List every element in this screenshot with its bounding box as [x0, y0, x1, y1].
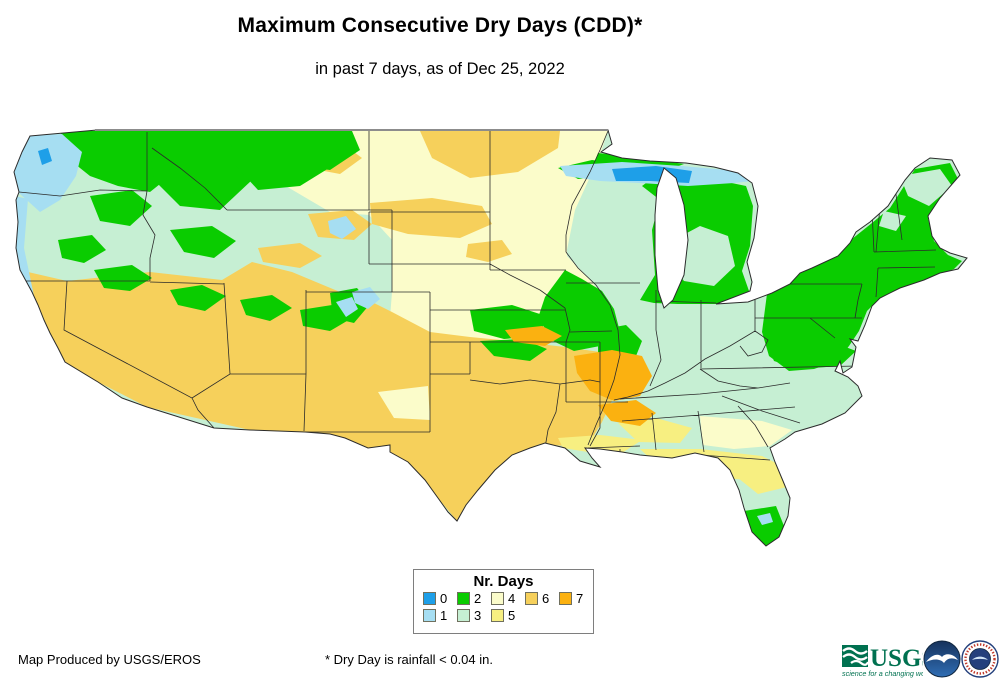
map-patch-cdd-6 — [466, 240, 512, 262]
legend-swatch-6 — [525, 592, 538, 605]
legend-item-6: 6 — [525, 591, 559, 606]
map-patch-cdd-6 — [258, 243, 322, 268]
map-patch-cdd-2 — [240, 295, 292, 321]
nws-inner-circle-icon — [969, 648, 991, 670]
map-patch-cdd-2 — [762, 163, 962, 371]
map-patch-cdd-2 — [743, 506, 784, 546]
legend-swatch-7 — [559, 592, 572, 605]
map-patch-cdd-7 — [574, 350, 652, 401]
usgs-tagline: science for a changing world — [842, 669, 923, 678]
map-patch-cdd-2 — [170, 226, 236, 258]
legend-swatch-0 — [423, 592, 436, 605]
map-patch-cdd-7 — [505, 326, 562, 346]
map-patch-cdd-6 — [20, 262, 616, 521]
legend-swatch-4 — [491, 592, 504, 605]
legend-label-4: 4 — [508, 591, 516, 606]
legend-label-0: 0 — [440, 591, 448, 606]
map-patch-cdd-6 — [370, 198, 492, 238]
legend-item-7: 7 — [559, 591, 593, 606]
legend-item-5: 5 — [491, 608, 525, 623]
map-patch-cdd-1 — [14, 196, 45, 332]
map-patch-cdd-0 — [14, 341, 25, 362]
map-credit: Map Produced by USGS/EROS — [18, 652, 201, 667]
legend-item-0: 0 — [423, 591, 457, 606]
map-outline — [13, 129, 968, 547]
map-patch-cdd-2 — [150, 144, 252, 210]
nws-ring-text-icon — [964, 643, 996, 675]
map-patch-cdd-5 — [732, 459, 787, 494]
map-patch-cdd-1 — [757, 513, 773, 525]
legend-item-4: 4 — [491, 591, 525, 606]
legend-label-1: 1 — [440, 608, 448, 623]
usgs-logo-text: USGS — [870, 645, 923, 672]
legend-title: Nr. Days — [473, 573, 534, 590]
noaa-gull-icon — [926, 654, 958, 663]
map-patch-cdd-4 — [378, 386, 430, 420]
map-state-borders — [16, 130, 937, 461]
legend-row: 1 3 5 — [423, 607, 593, 624]
map-patch-cdd-2 — [170, 285, 226, 311]
legend-rows: 0 2 4 6 7 1 3 5 — [414, 590, 593, 624]
legend-row: 0 2 4 6 7 — [423, 590, 593, 607]
usgs-logo: USGS science for a changing world — [841, 640, 935, 680]
dry-day-footnote: * Dry Day is rainfall < 0.04 in. — [325, 652, 493, 667]
map-patch-cdd-3 — [900, 169, 952, 206]
usgs-wave-icon — [842, 653, 868, 661]
legend-swatch-5 — [491, 609, 504, 622]
map-patch-cdd-5 — [558, 435, 642, 453]
nws-logo — [961, 640, 999, 678]
legend-label-6: 6 — [542, 591, 550, 606]
legend-label-3: 3 — [474, 608, 482, 623]
map-patch-cdd-1 — [352, 287, 380, 309]
usgs-wave-icon — [842, 647, 868, 655]
page-subtitle: in past 7 days, as of Dec 25, 2022 — [315, 60, 565, 78]
noaa-logo — [923, 640, 961, 678]
legend-box: Nr. Days 0 2 4 6 7 1 3 5 — [413, 569, 594, 634]
legend-item-2: 2 — [457, 591, 491, 606]
map-patch-cdd-2 — [230, 131, 342, 190]
legend-label-2: 2 — [474, 591, 482, 606]
nws-gull-icon — [972, 656, 988, 660]
page-title: Maximum Consecutive Dry Days (CDD)* — [237, 14, 643, 37]
legend-swatch-1 — [423, 609, 436, 622]
map-patch-cdd-2 — [90, 190, 152, 226]
map-patch-cdd-1 — [328, 216, 356, 239]
map-patch-cdd-3 — [879, 211, 906, 231]
map-patch-cdd-0 — [38, 148, 52, 165]
map-patch-cdd-2 — [58, 235, 106, 263]
usgs-wave-icon — [850, 659, 870, 666]
legend-swatch-2 — [457, 592, 470, 605]
map-patch-cdd-2 — [480, 339, 547, 361]
legend-item-1: 1 — [423, 608, 457, 623]
map-patch-cdd-2 — [768, 341, 856, 369]
legend-label-7: 7 — [576, 591, 584, 606]
map-patch-cdd-1 — [14, 134, 82, 212]
legend-label-5: 5 — [508, 608, 516, 623]
map-patch-cdd-4 — [700, 416, 792, 449]
map-patch-cdd-2 — [94, 265, 152, 291]
map-cdd-patches — [14, 131, 962, 546]
legend-swatch-3 — [457, 609, 470, 622]
legend-item-3: 3 — [457, 608, 491, 623]
map-patch-cdd-1 — [336, 297, 358, 317]
